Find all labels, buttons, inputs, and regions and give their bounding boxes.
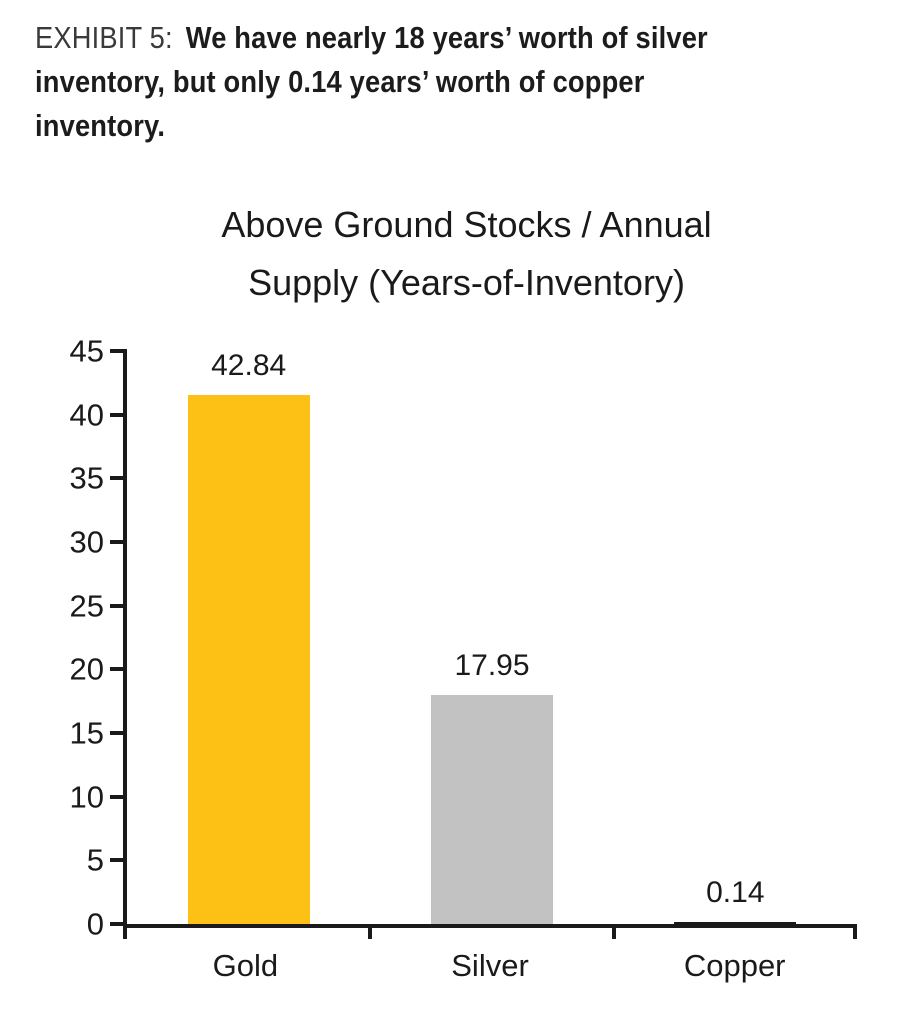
chart-title-line-1: Above Ground Stocks / Annual <box>221 204 712 245</box>
bar-gold <box>187 395 310 924</box>
y-tick-mark <box>110 922 127 926</box>
y-tick-label: 30 <box>69 524 104 560</box>
bars-container: 42.84 17.95 0.14 <box>127 351 857 924</box>
y-tick-label: 25 <box>69 588 104 624</box>
bar-value-label-copper: 0.14 <box>706 876 765 910</box>
y-tick-label: 15 <box>69 715 104 751</box>
bar-slot-silver: 17.95 <box>370 351 613 924</box>
y-axis-below-origin-tick <box>123 928 127 939</box>
chart-title-line-2: Supply (Years-of-Inventory) <box>248 262 685 303</box>
exhibit-header-line-1: EXHIBIT 5: We have nearly 18 years’ wort… <box>35 16 897 60</box>
chart-title: Above Ground Stocks / Annual Supply (Yea… <box>10 196 913 312</box>
y-tick-mark <box>110 603 127 608</box>
x-axis-tick-3 <box>853 928 857 939</box>
exhibit-header: EXHIBIT 5: We have nearly 18 years’ wort… <box>35 16 897 148</box>
bar-slot-copper: 0.14 <box>614 351 857 924</box>
x-axis-category-labels: Gold Silver Copper <box>123 948 857 984</box>
exhibit-label: EXHIBIT 5: <box>35 20 173 55</box>
exhibit-header-line-3: inventory. <box>35 108 166 143</box>
y-tick-label: 0 <box>86 906 104 942</box>
x-label-silver: Silver <box>451 948 529 983</box>
x-label-gold: Gold <box>212 948 279 983</box>
bar-copper <box>674 922 797 924</box>
y-tick-mark <box>110 731 127 735</box>
y-tick-mark <box>110 858 127 863</box>
exhibit-header-line-2: inventory, but only 0.14 years’ worth of… <box>35 64 645 99</box>
bar-slot-gold: 42.84 <box>127 351 370 924</box>
y-tick-mark <box>110 476 127 481</box>
exhibit-title-part-1: We have nearly 18 years’ worth of silver <box>185 20 708 55</box>
x-axis-tick-2 <box>611 928 616 939</box>
y-tick-mark <box>110 412 127 417</box>
y-tick-label: 20 <box>69 651 104 687</box>
y-tick-mark <box>110 349 127 353</box>
bar-silver <box>430 695 553 924</box>
y-tick-mark <box>110 540 127 544</box>
x-label-copper: Copper <box>683 948 786 983</box>
x-axis-tick-1 <box>368 928 373 939</box>
y-tick-label: 35 <box>69 460 104 496</box>
y-tick-mark <box>110 667 127 672</box>
y-tick-label: 45 <box>69 333 104 369</box>
bar-value-label-gold: 42.84 <box>211 349 287 382</box>
y-tick-mark <box>110 794 127 799</box>
bar-value-label-silver: 17.95 <box>454 649 530 683</box>
y-tick-label: 40 <box>69 397 104 433</box>
plot-area: 42.84 17.95 0.14 0 5 10 15 20 25 30 35 40 45 <box>70 336 857 940</box>
y-tick-label: 5 <box>86 842 104 878</box>
y-tick-label: 10 <box>69 779 104 815</box>
